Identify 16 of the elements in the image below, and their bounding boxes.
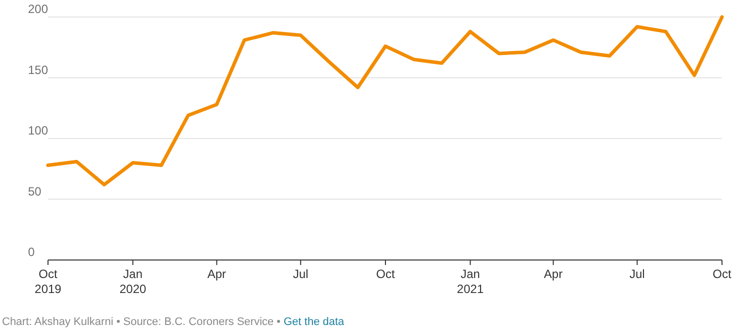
text: Get the data	[280, 316, 346, 328]
y-tick-label: 150	[28, 62, 48, 77]
x-tick-label: Oct 2019	[34, 267, 62, 296]
x-tick-label: Oct	[376, 267, 396, 281]
x-tick-label: Jan 2020	[119, 267, 146, 296]
y-tick-label: 50	[28, 184, 42, 198]
y-tick-label: 200	[28, 2, 48, 16]
x-tick-label: Oct	[712, 267, 732, 281]
text: Chart: Akshay Kulkarni • Source: B.C. Coroners Service •	[2, 316, 281, 328]
x-tick-label: Jul	[292, 267, 308, 281]
y-tick-label: 0	[28, 245, 35, 259]
x-tick-label: Apr	[544, 267, 563, 281]
x-tick-label: Jan 2021	[456, 267, 484, 296]
y-tick-label: 100	[28, 124, 48, 138]
x-tick-label: Jul	[630, 267, 645, 281]
x-tick-label: Apr	[207, 267, 226, 281]
